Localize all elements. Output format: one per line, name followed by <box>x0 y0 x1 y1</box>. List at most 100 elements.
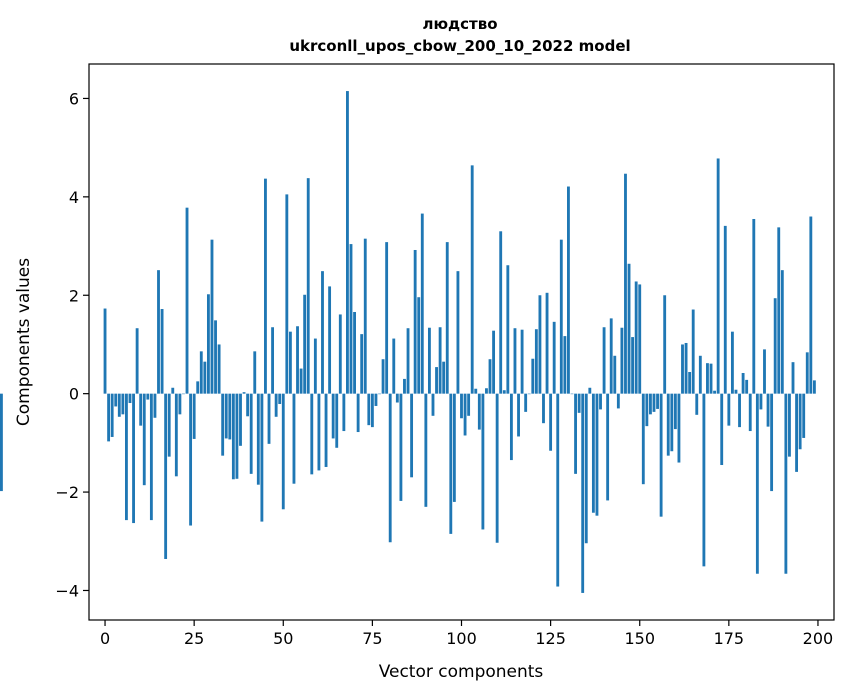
bar-174 <box>723 225 727 394</box>
bar-9 <box>135 328 139 394</box>
bar-124 <box>545 292 549 394</box>
y-tick-label: 0 <box>69 385 79 404</box>
bar-140 <box>602 327 606 394</box>
bar-190 <box>780 270 784 394</box>
bar-14 <box>153 393 157 418</box>
bar-105 <box>477 393 481 430</box>
x-tick-label: 175 <box>714 629 745 648</box>
bar-56 <box>303 294 307 394</box>
bar-189 <box>777 227 781 394</box>
bar-180 <box>745 379 749 394</box>
bar-188 <box>773 298 777 394</box>
bar-20 <box>174 393 178 477</box>
bar-130 <box>567 186 570 394</box>
bar-195 <box>798 393 802 450</box>
bar-15 <box>157 270 160 394</box>
x-tick-label: 150 <box>624 629 655 648</box>
bar-106 <box>481 393 485 530</box>
bar-4 <box>117 393 121 417</box>
bar-170 <box>709 363 713 394</box>
chart-subtitle: ukrconll_upos_cbow_200_10_2022 model <box>289 37 630 55</box>
bar-104 <box>474 388 478 394</box>
bar-44 <box>260 393 264 522</box>
bar-110 <box>495 393 499 543</box>
bar-34 <box>224 393 228 439</box>
y-tick-label: 4 <box>69 188 79 207</box>
bar-132 <box>574 393 577 474</box>
bar-97 <box>449 393 453 534</box>
bar-7 <box>128 393 132 404</box>
bar-37 <box>235 393 239 479</box>
bar-5 <box>121 393 125 415</box>
bar-144 <box>616 393 620 409</box>
bar-66 <box>338 314 342 394</box>
bar-17 <box>164 393 168 559</box>
bar-96 <box>445 242 449 394</box>
bar-26 <box>196 381 200 394</box>
bar-50 <box>281 393 285 510</box>
bar-198 <box>809 216 813 394</box>
bar-193 <box>791 362 795 394</box>
y-tick-label: −2 <box>55 483 79 502</box>
bar-111 <box>499 231 503 394</box>
bar-1 <box>107 393 111 442</box>
bar-185 <box>763 349 766 394</box>
bar-102 <box>467 393 471 416</box>
bar-18 <box>167 393 171 457</box>
bar-82 <box>395 393 399 403</box>
bar-107 <box>485 388 488 394</box>
bar-54 <box>296 326 299 394</box>
bar-63 <box>328 286 332 394</box>
bar-126 <box>552 321 556 394</box>
bar-89 <box>420 213 424 394</box>
bar-45 <box>264 178 267 394</box>
bar-92 <box>431 393 435 416</box>
bar-120 <box>531 358 535 394</box>
bar-94 <box>438 327 442 394</box>
bar-75 <box>370 393 374 428</box>
bar-141 <box>606 393 610 501</box>
bar-131 <box>570 393 574 395</box>
bar-166 <box>695 393 699 415</box>
x-tick-label: 100 <box>446 629 477 648</box>
bar-101 <box>463 393 467 436</box>
bar-162 <box>681 344 684 394</box>
bar-2 <box>110 393 114 437</box>
bar-21 <box>178 393 182 415</box>
bar-95 <box>442 361 446 394</box>
bar-165 <box>691 309 695 394</box>
bar-100 <box>460 393 463 419</box>
bar-136 <box>588 387 592 394</box>
bar-128 <box>559 239 563 394</box>
bar-145 <box>620 327 624 394</box>
bar-177 <box>734 389 738 394</box>
bar-150 <box>638 284 642 394</box>
bar-159 <box>670 393 674 452</box>
bar-142 <box>609 318 613 394</box>
bar-186 <box>766 393 770 427</box>
bar-74 <box>367 393 371 426</box>
bar-109 <box>492 330 496 394</box>
bar-33 <box>221 393 225 456</box>
bar-184 <box>759 393 763 410</box>
bar-143 <box>613 355 617 394</box>
bar-93 <box>435 367 438 394</box>
y-tick-label: 6 <box>69 89 79 108</box>
bar-129 <box>563 336 567 394</box>
bar-6 <box>125 393 128 521</box>
bar-157 <box>663 295 667 394</box>
bar-81 <box>392 338 396 394</box>
bars-group <box>0 91 816 593</box>
y-tick-label: −4 <box>55 581 79 600</box>
bar-119 <box>527 393 531 395</box>
bar-99 <box>456 271 460 394</box>
bar-156 <box>659 393 663 517</box>
bar-160 <box>673 393 677 430</box>
bar-49 <box>278 393 282 404</box>
bar-23 <box>185 207 189 394</box>
bar-172 <box>716 158 720 394</box>
bar-13 <box>149 393 153 521</box>
bar-137 <box>591 393 595 513</box>
bar-58 <box>310 393 314 475</box>
bar-149 <box>634 281 638 394</box>
